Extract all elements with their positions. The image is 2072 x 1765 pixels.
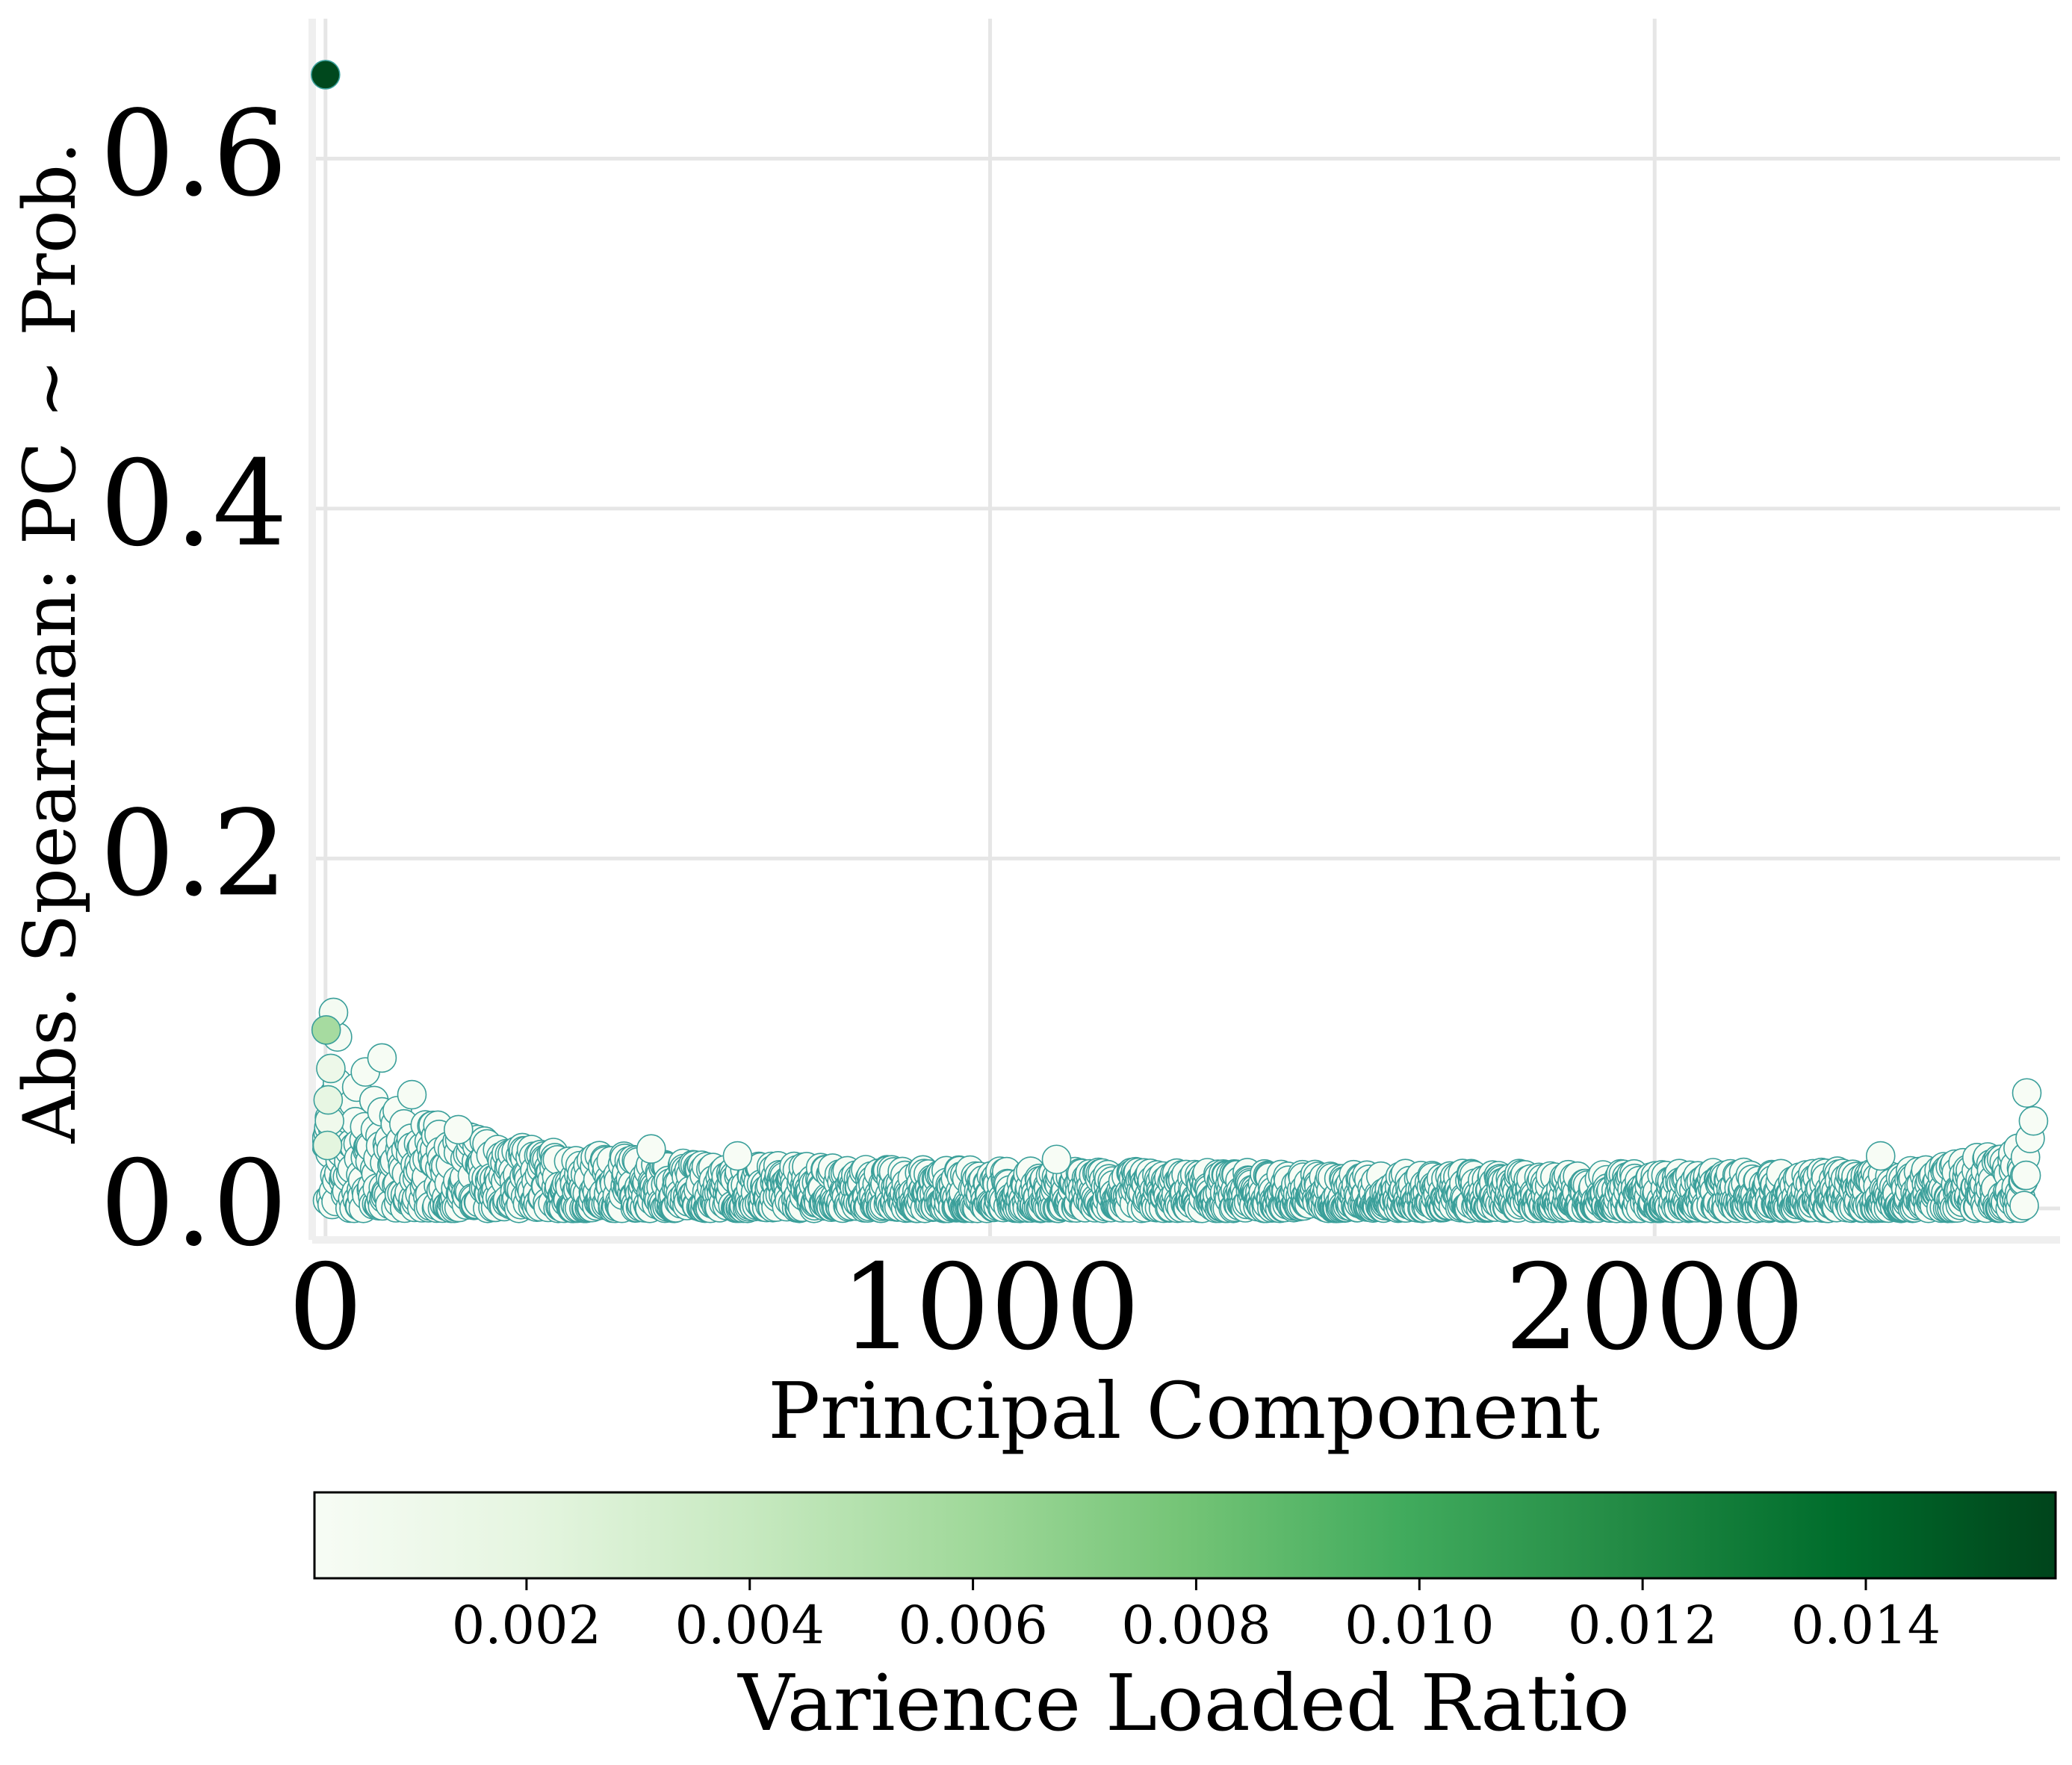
colorbar-ticks: 0.002 0.004 0.006 0.008 0.010 0.012 0.014 (452, 1578, 1941, 1656)
scatter-points-bulk (312, 1067, 2041, 1223)
scatter-point-highlight (367, 1043, 397, 1073)
scatter-point-highlight (316, 1053, 346, 1084)
grid-lines (312, 19, 2060, 1240)
scatter-points-highlight (310, 60, 2049, 1175)
y-tick-label: 0.6 (100, 85, 288, 223)
scatter-point-highlight (1041, 1144, 1072, 1175)
y-tick-label: 0.2 (100, 785, 288, 922)
y-tick-labels: 0.0 0.2 0.4 0.6 (100, 85, 288, 1272)
scatter-point-highlight (397, 1079, 427, 1110)
colorbar-tick-label: 0.006 (898, 1595, 1047, 1656)
x-tick-label: 2000 (1504, 1239, 1805, 1377)
colorbar-tick-label: 0.004 (675, 1595, 825, 1656)
scatter-point-highlight (312, 1130, 343, 1161)
x-axis-label: Principal Component (768, 1365, 1600, 1457)
x-tick-label: 0 (288, 1239, 364, 1377)
colorbar-gradient (313, 1491, 2057, 1580)
scatter-point-highlight (2018, 1105, 2049, 1136)
colorbar-tick-label: 0.014 (1791, 1595, 1941, 1656)
y-tick-label: 0.4 (100, 435, 288, 573)
x-tick-labels: 0 1000 2000 (288, 1239, 1805, 1377)
scatter-point (2011, 1160, 2041, 1191)
scatter-point-highlight (443, 1114, 474, 1145)
colorbar: 0.002 0.004 0.006 0.008 0.010 0.012 0.014 Vari… (313, 1491, 2057, 1749)
x-tick-label: 1000 (840, 1239, 1140, 1377)
colorbar-tick-label: 0.012 (1568, 1595, 1717, 1656)
scatter-point (2009, 1191, 2039, 1220)
scatter-point-highlight (722, 1141, 753, 1171)
scatter-point-highlight (2011, 1078, 2042, 1108)
y-tick-label: 0.0 (100, 1135, 288, 1273)
colorbar-tick-label: 0.008 (1121, 1595, 1271, 1656)
colorbar-tick-label: 0.010 (1344, 1595, 1494, 1656)
scatter-point-highlight (310, 60, 341, 90)
scatter-point-highlight (313, 1085, 344, 1115)
colorbar-tick-label: 0.002 (452, 1595, 601, 1656)
colorbar-label: Varience Loaded Ratio (736, 1657, 1630, 1749)
axis-spines (308, 19, 2060, 1244)
scatter-point-highlight (311, 1015, 341, 1045)
y-axis-label: Abs. Spearman: PC ~ Prob. (8, 142, 92, 1144)
scatter-point-highlight (1865, 1141, 1896, 1171)
scatter-point-highlight (636, 1134, 666, 1164)
